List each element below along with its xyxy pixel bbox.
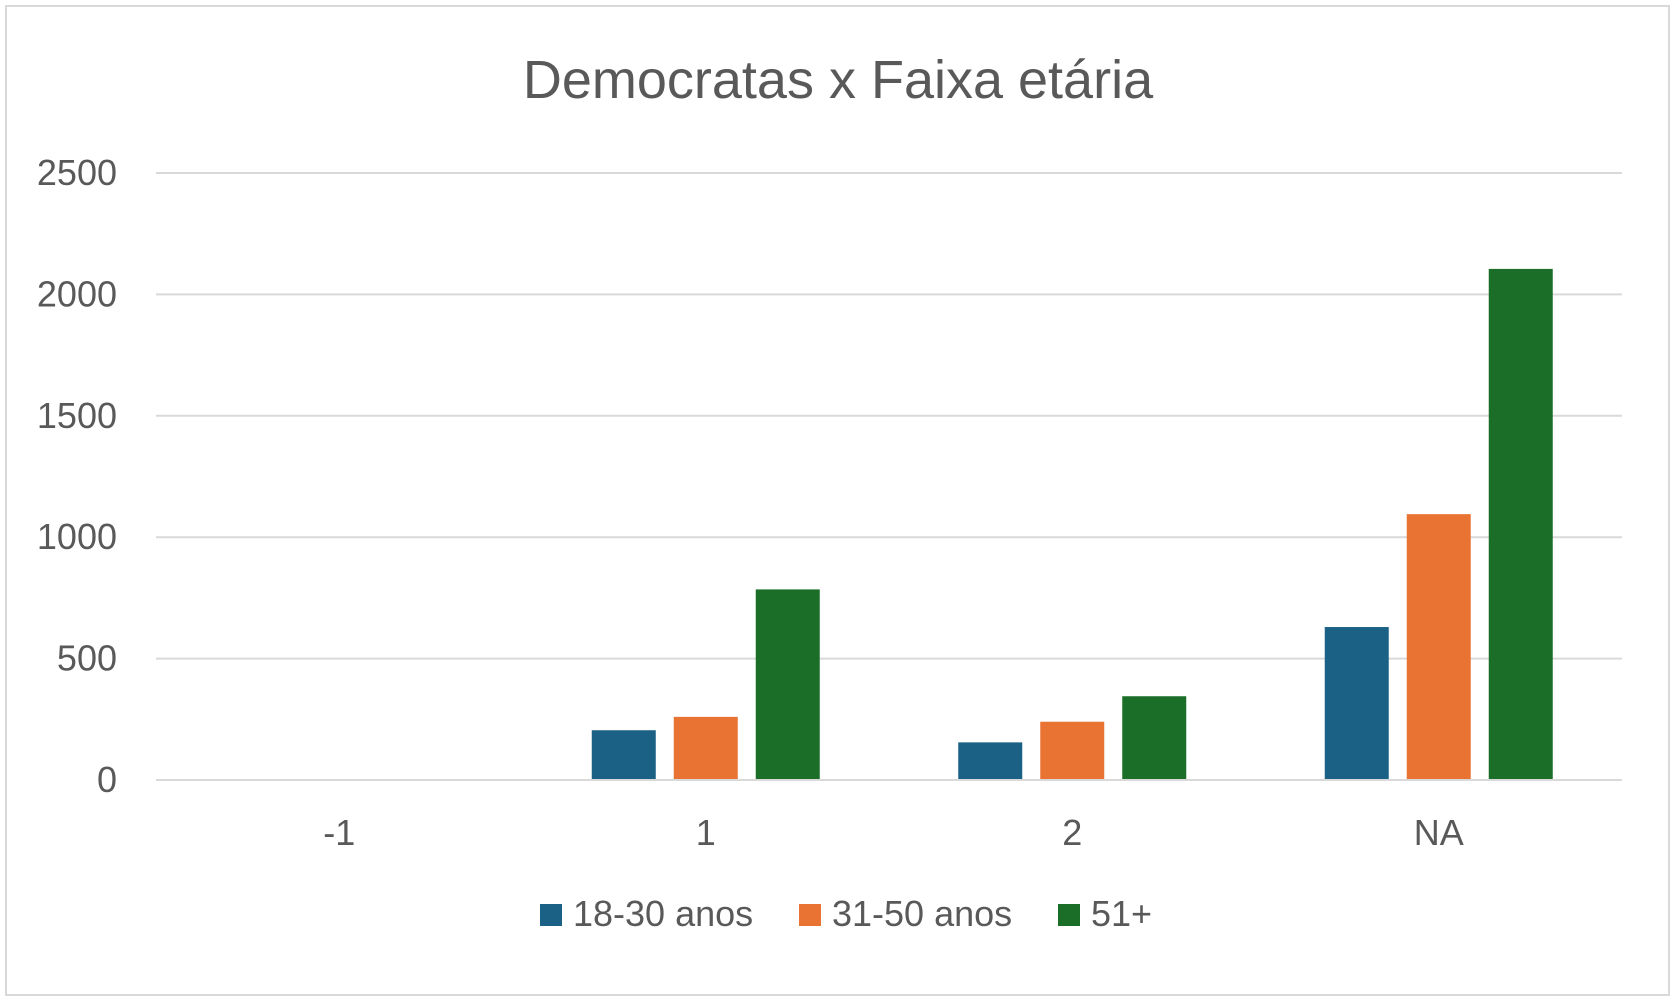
legend-label: 31-50 anos [832,893,1012,934]
legend: 18-30 anos 31-50 anos 51+ [540,893,1152,934]
x-tick-label: 1 [696,812,716,853]
bars [591,268,1553,780]
y-tick-label: 2500 [37,152,117,193]
legend-swatch [540,904,562,926]
legend-swatch [1058,904,1080,926]
bar-51--1 [755,589,820,780]
bar-31-50-anos-na [1406,514,1471,780]
y-tick-label: 2000 [37,273,117,314]
bar-31-50-anos-2 [1040,721,1105,780]
bar-18-30-anos-na [1324,627,1389,780]
y-tick-label: 1500 [37,395,117,436]
x-tick-label: NA [1414,812,1464,853]
chart-container [5,5,1670,996]
x-axis-tick-labels: -1 1 2 NA [323,812,1464,853]
bar-51--na [1488,268,1553,780]
y-tick-label: 1000 [37,516,117,557]
bar-51--2 [1122,696,1187,780]
bar-18-30-anos-1 [591,730,656,780]
legend-label: 18-30 anos [573,893,753,934]
bar-18-30-anos-2 [958,742,1023,780]
x-tick-label: -1 [323,812,355,853]
legend-swatch [799,904,821,926]
bar-31-50-anos-1 [673,716,738,780]
gridlines [156,172,1622,660]
chart-title: Democratas x Faixa etária [523,50,1154,110]
y-tick-label: 500 [57,638,117,679]
x-tick-label: 2 [1062,812,1082,853]
y-axis-tick-labels: 0 500 1000 1500 2000 2500 [37,152,117,800]
legend-label: 51+ [1091,893,1152,934]
y-tick-label: 0 [97,759,117,800]
